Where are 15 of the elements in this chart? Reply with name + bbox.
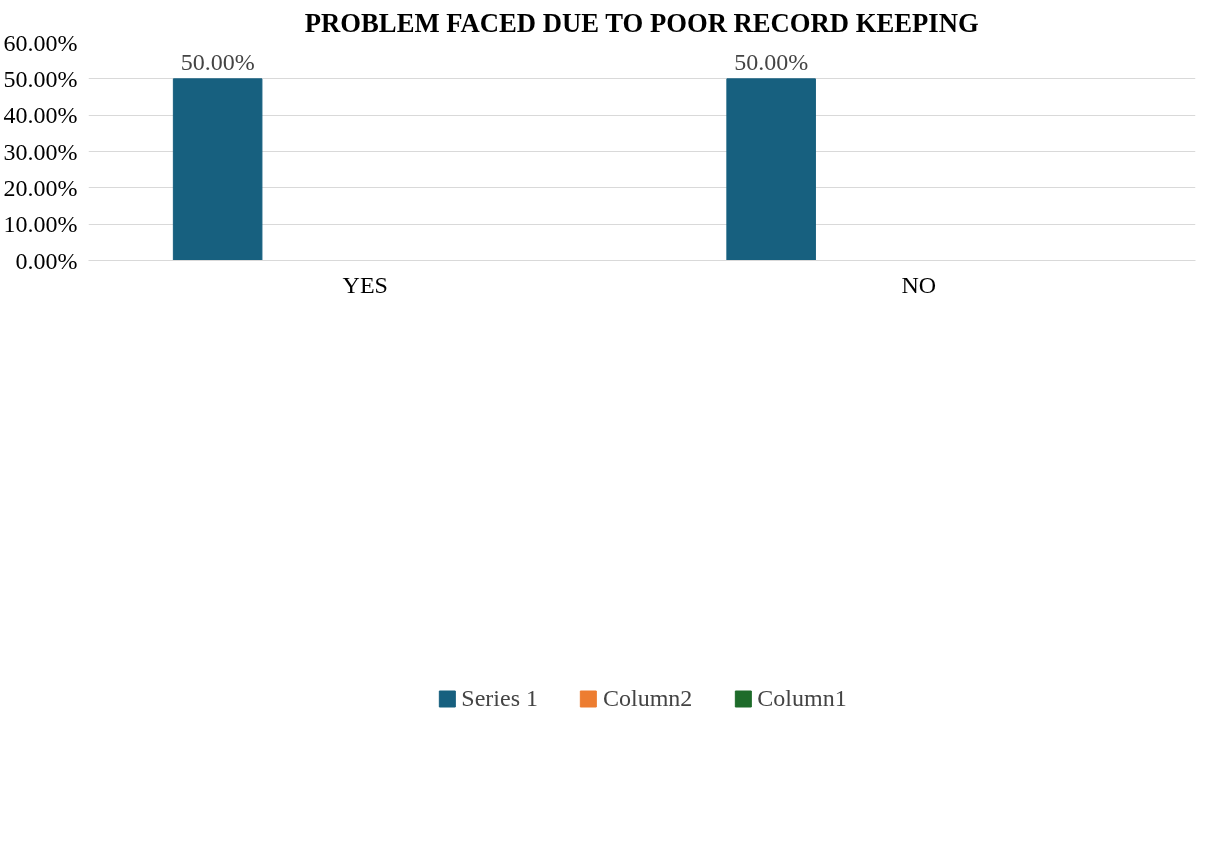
- y-tick-label: 10.00%: [3, 211, 78, 238]
- x-tick-label: YES: [342, 271, 388, 298]
- legend-label: Series 1: [461, 684, 538, 712]
- x-tick-label: NO: [901, 271, 937, 298]
- y-tick-label: 60.00%: [3, 29, 78, 56]
- chart-title: PROBLEM FACED DUE TO POOR RECORD KEEPING: [304, 7, 979, 38]
- y-tick-label: 40.00%: [3, 102, 78, 129]
- y-tick-label: 50.00%: [3, 65, 78, 92]
- data-label: 50.00%: [734, 48, 809, 75]
- y-tick-label: 30.00%: [3, 138, 78, 165]
- legend-label: Column1: [757, 684, 847, 712]
- data-label: 50.00%: [180, 48, 255, 75]
- y-tick-label: 0.00%: [15, 247, 78, 274]
- y-tick-label: 20.00%: [3, 174, 78, 201]
- legend-label: Column2: [602, 684, 693, 712]
